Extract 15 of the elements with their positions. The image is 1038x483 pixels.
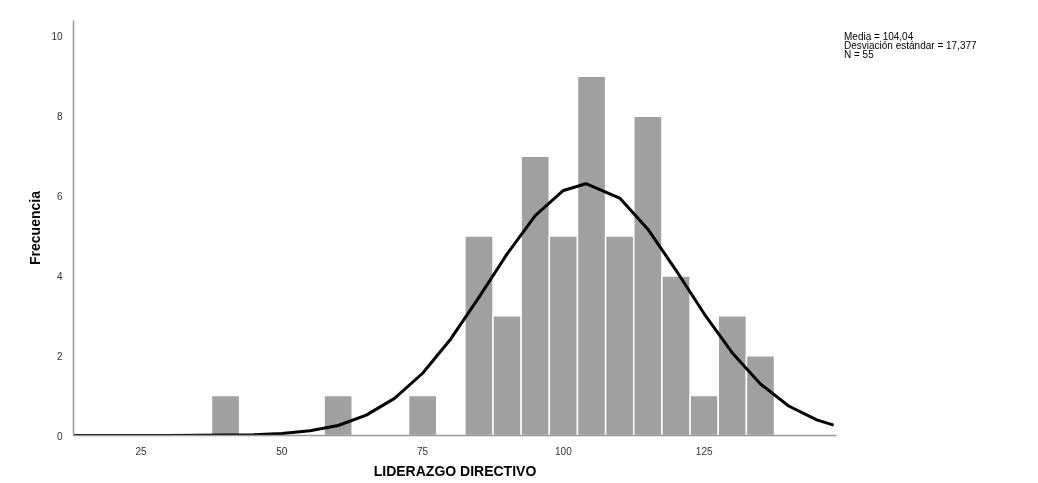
text: N = 55 [844,49,874,60]
y-tick-label: 8 [56,111,63,123]
y-tick-label: 2 [56,350,63,362]
x-tick-label: 50 [276,445,288,457]
x-tick-label: 100 [555,445,573,457]
text: Media = 104,04 [844,31,914,42]
x-tick-label: 75 [417,445,429,457]
y-tick-label: 0 [56,430,63,442]
y-tick-label: 4 [56,270,63,282]
x-tick-label: 25 [135,445,148,457]
x-axis-title: LIDERAZGO DIRECTIVO [373,462,537,479]
x-tick-label: 125 [695,445,713,457]
y-tick-label: 6 [56,191,63,203]
y-axis-title: Frecuencia [27,190,44,265]
y-tick-label: 10 [51,31,63,43]
